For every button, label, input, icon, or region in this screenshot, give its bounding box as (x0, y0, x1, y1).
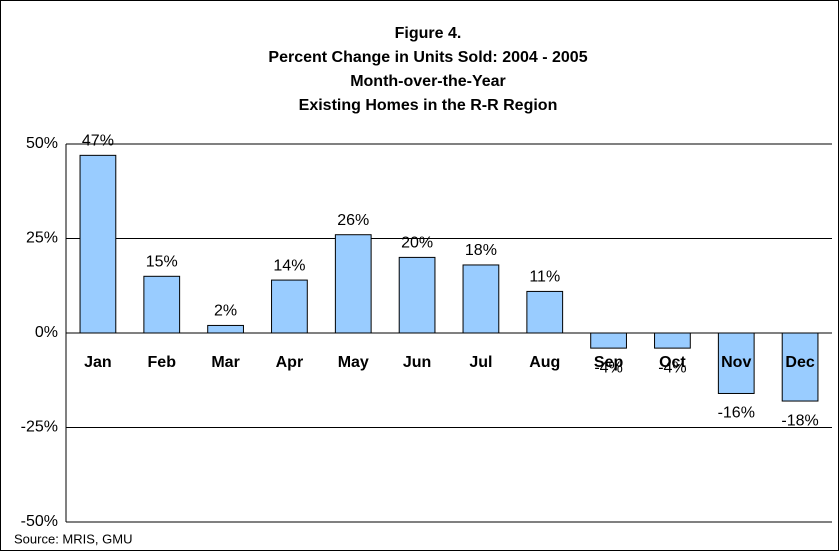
x-tick-label: Nov (721, 354, 751, 371)
bar (462, 264, 500, 334)
x-tick-label: Jun (403, 354, 431, 371)
source-note: Source: MRIS, GMU (14, 531, 132, 546)
bar (79, 154, 117, 334)
data-label: -4% (594, 359, 622, 376)
bar (207, 324, 244, 334)
x-tick-label: Mar (211, 354, 239, 371)
x-tick-label: Feb (148, 354, 177, 371)
bar (781, 332, 819, 402)
data-label: 14% (273, 257, 305, 274)
chart-title: Month-over-the-Year (350, 73, 506, 90)
y-tick-label: 25% (26, 230, 58, 247)
x-tick-label: Jul (469, 354, 492, 371)
y-tick-label: -25% (21, 419, 58, 436)
data-label: 11% (529, 269, 560, 286)
chart-title: Existing Homes in the R-R Region (299, 97, 558, 114)
bar (271, 279, 308, 334)
data-label: -18% (781, 412, 818, 429)
bar (398, 256, 436, 334)
x-tick-label: May (338, 354, 369, 371)
data-label: 26% (337, 212, 369, 229)
bar (717, 332, 755, 394)
data-label: 2% (214, 303, 237, 320)
data-label: 20% (401, 235, 433, 252)
data-label: 18% (465, 242, 497, 259)
data-label: -4% (658, 359, 686, 376)
x-tick-label: Jan (84, 354, 112, 371)
chart-title: Figure 4. (395, 25, 462, 42)
x-tick-label: Aug (529, 354, 560, 371)
data-label: -16% (718, 405, 755, 422)
y-tick-label: -50% (21, 513, 58, 530)
x-tick-label: Oct (659, 354, 686, 371)
bar (590, 332, 627, 349)
bar (526, 290, 564, 334)
x-tick-label: Apr (276, 354, 304, 371)
y-tick-label: 0% (35, 324, 58, 341)
chart-title: Percent Change in Units Sold: 2004 - 200… (268, 49, 587, 66)
y-tick-label: 50% (26, 135, 58, 152)
data-label: 47% (82, 133, 114, 150)
x-tick-label: Sep (594, 354, 624, 371)
x-tick-label: Dec (785, 354, 814, 371)
data-label: 15% (146, 254, 178, 271)
bar (143, 275, 181, 334)
bar (654, 332, 691, 349)
bar (334, 234, 372, 334)
